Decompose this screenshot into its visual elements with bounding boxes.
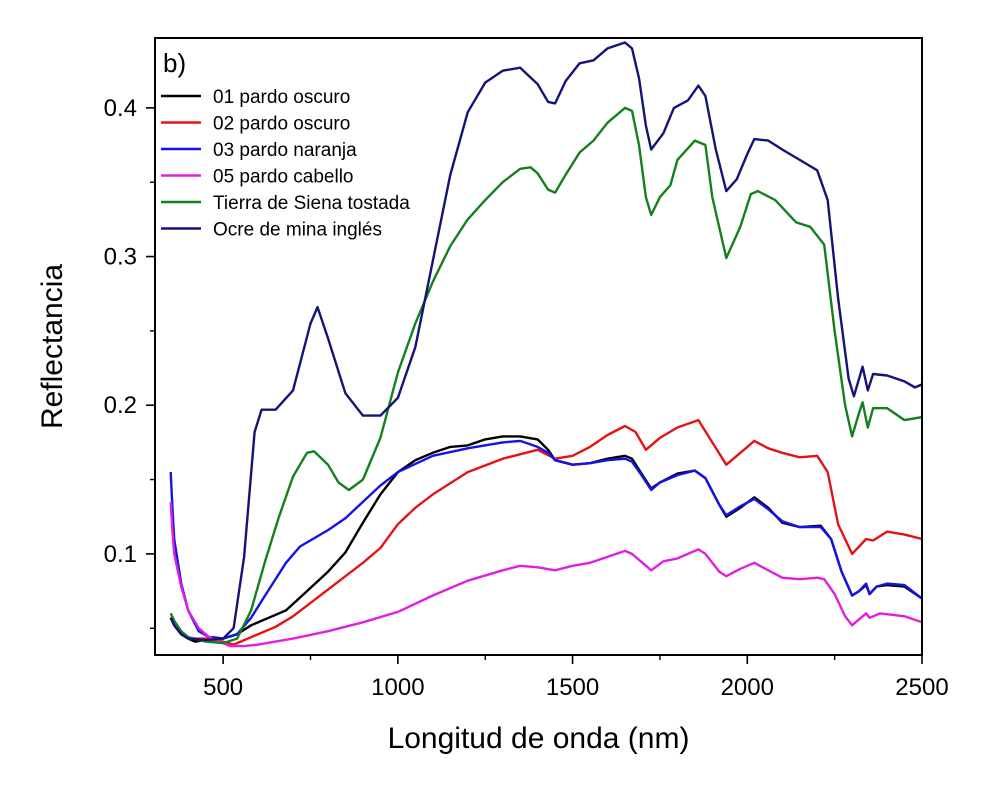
x-tick-label: 500 [203, 674, 243, 701]
legend-label: 03 pardo naranja [213, 140, 357, 161]
legend: 01 pardo oscuro 02 pardo oscuro 03 pardo n… [161, 87, 410, 241]
legend-label: Ocre de mina inglés [213, 220, 382, 241]
plot-frame [154, 37, 923, 656]
x-axis: 500 1000 1500 2000 2500 [203, 655, 949, 701]
series-layer [169, 41, 922, 648]
series-line-4 [169, 501, 922, 648]
y-tick-label: 0.1 [104, 541, 137, 568]
x-tick-label: 2000 [721, 674, 774, 701]
legend-label: 01 pardo oscuro [213, 87, 350, 108]
x-tick-label: 1500 [546, 674, 599, 701]
y-axis: 0.1 0.2 0.3 0.4 [104, 95, 155, 629]
y-axis-title: Reflectancia [36, 264, 69, 429]
y-tick-label: 0.4 [104, 95, 137, 122]
legend-label: Tierra de Siena tostada [213, 193, 410, 214]
series-line-1 [169, 435, 922, 643]
series-line-2 [169, 418, 922, 646]
x-tick-label: 2500 [895, 674, 948, 701]
series-line-5 [169, 106, 922, 645]
y-tick-label: 0.3 [104, 244, 137, 271]
panel-label: b) [163, 48, 186, 78]
y-tick-label: 0.2 [104, 392, 137, 419]
legend-label: 02 pardo oscuro [213, 114, 350, 135]
legend-label: 05 pardo cabello [213, 167, 354, 188]
series-line-6 [169, 41, 922, 642]
x-axis-title: Longitud de onda (nm) [388, 722, 690, 755]
x-tick-label: 1000 [371, 674, 424, 701]
series-line-3 [169, 439, 922, 640]
